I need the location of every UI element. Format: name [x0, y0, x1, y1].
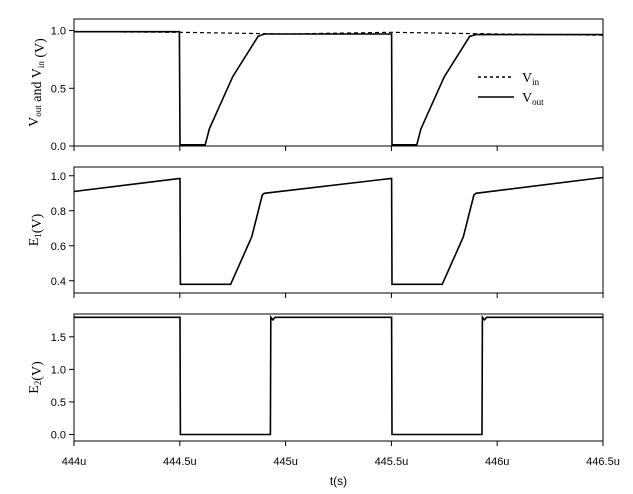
ylabel-part-ylabel_main: V — [27, 117, 42, 127]
legend-label-sub: in — [532, 77, 540, 87]
ylabel-part-ylabel_mid: and V — [30, 68, 45, 105]
y-axis-label: E1(V) — [27, 213, 45, 246]
y-tick-label: 0.4 — [51, 276, 66, 288]
y-tick-label: 1.5 — [51, 332, 66, 344]
panel-e1: 0.4 0.6 0.8 1.0 E1(V) — [27, 166, 604, 298]
x-tick-label: 445.5u — [375, 456, 409, 468]
ylabel-part-ylabel_sub1: out — [33, 105, 43, 117]
ylabel-part-ylabel_sub1: 1 — [33, 233, 43, 238]
legend-label-main: V — [522, 71, 532, 86]
ylabel-part-ylabel_tail: (V) — [30, 213, 45, 233]
legend-label-solid: Vout — [522, 91, 544, 107]
y-tick-label: 1.0 — [51, 26, 66, 38]
y-axis-label: E2(V) — [27, 361, 45, 394]
x-tick-label: 446.5u — [586, 456, 620, 468]
x-tick-label: 444u — [62, 456, 86, 468]
x-tick-label: 444.5u — [163, 456, 197, 468]
y-axis-label: Vout and Vin (V) — [27, 38, 48, 127]
legend-label-sub: out — [532, 97, 544, 107]
y-tick-label: 0.0 — [51, 429, 66, 441]
ylabel-part-ylabel_tail: (V) — [30, 361, 45, 381]
y-tick-label: 1.0 — [51, 364, 66, 376]
plot-frame — [73, 313, 604, 442]
x-tick-label: 445u — [273, 456, 297, 468]
plot-frame — [73, 18, 604, 147]
x-tick-label: 446u — [485, 456, 509, 468]
series-solid-line — [73, 176, 604, 286]
y-tick-label: 0.0 — [51, 141, 66, 153]
ylabel-part-ylabel_main: E — [27, 385, 42, 394]
ylabel-part-ylabel_sub2: in — [36, 61, 46, 69]
y-tick-label: 0.5 — [51, 397, 66, 409]
y-tick-label: 0.5 — [51, 83, 66, 95]
ylabel-part-ylabel_tail: (V) — [33, 38, 48, 61]
x-axis-label: t(s) — [330, 474, 347, 488]
plot-frame — [73, 166, 604, 294]
ylabel-part-ylabel_sub1: 2 — [33, 381, 43, 386]
series-solid-line — [74, 315, 603, 436]
y-tick-label: 0.8 — [51, 206, 66, 218]
legend-label-main: V — [522, 91, 532, 106]
ylabel-part-ylabel_main: E — [27, 238, 42, 247]
panel-e2: 0.0 0.5 1.0 1.5 444u 444.5u 445u 445.5u 446u 446.… — [27, 313, 620, 488]
y-tick-label: 0.6 — [51, 241, 66, 253]
legend-label-dashed: Vin — [522, 71, 540, 87]
series-solid-line — [74, 30, 603, 146]
y-tick-label: 1.0 — [51, 171, 66, 183]
